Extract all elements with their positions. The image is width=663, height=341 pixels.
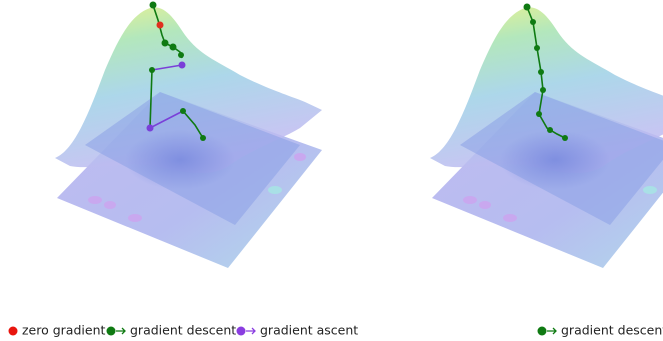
legend-marker [8, 326, 18, 336]
legend-left: zero gradient gradient descent gradient … [8, 323, 358, 338]
path-points [146, 1, 206, 141]
legend-marker [537, 326, 547, 336]
legend-label: gradient ascent [260, 323, 358, 338]
legend-label: zero gradient [22, 323, 105, 338]
legend-arrow [116, 327, 126, 335]
legend-arrow [246, 327, 256, 335]
legend-marker [106, 326, 116, 336]
legend-marker [236, 326, 246, 336]
surface-right [430, 7, 663, 269]
surface-left [55, 7, 322, 269]
legend-label: gradient descent [130, 323, 236, 338]
legend-label: gradient descent [561, 323, 663, 338]
path-ascent [149, 64, 184, 129]
legend-right: gradient descent [537, 323, 663, 338]
legend-arrow [547, 327, 557, 335]
path-descent-right [523, 3, 568, 141]
